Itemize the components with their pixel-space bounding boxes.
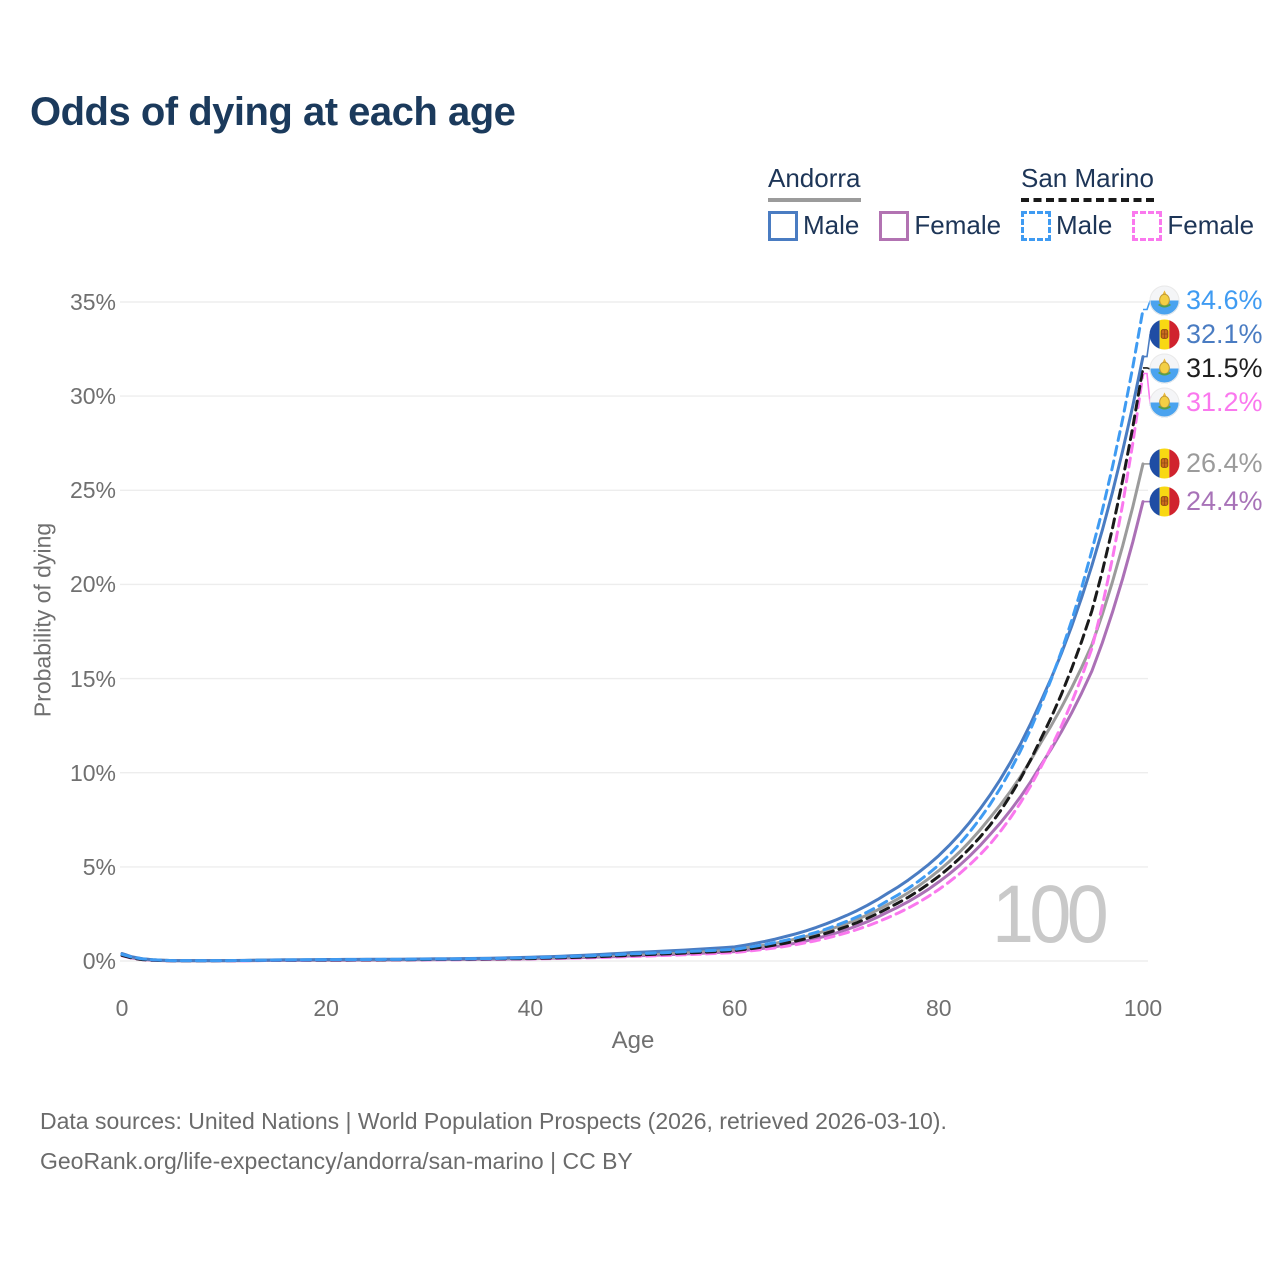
legend-swatch-andorra-male[interactable] — [768, 210, 798, 241]
end-label-value: 26.4% — [1186, 447, 1263, 478]
y-tick-35: 35% — [69, 289, 116, 315]
end-label-value: 24.4% — [1186, 485, 1263, 516]
legend-swatch-san-marino-female[interactable] — [1132, 210, 1163, 241]
san-marino-flag-icon — [1149, 285, 1180, 316]
end-label-andorra-male: 32.1% — [1149, 319, 1263, 350]
y-tick-5: 5% — [82, 853, 116, 880]
y-tick-15: 15% — [69, 665, 116, 692]
legend-country-san-marino: San Marino — [1021, 163, 1154, 202]
curve-san-marino-male — [120, 308, 1145, 963]
andorra-flag-icon — [1149, 319, 1180, 350]
legend-label-san-marino-male[interactable]: Male — [1056, 210, 1113, 240]
x-tick-20: 20 — [313, 995, 339, 1021]
end-label-andorra-female: 24.4% — [1149, 486, 1263, 517]
end-label-san-marino-total: 31.5% — [1149, 353, 1263, 384]
x-tick-100: 100 — [1123, 995, 1163, 1021]
y-tick-25: 25% — [69, 477, 116, 504]
end-label-andorra-total: 26.4% — [1149, 448, 1263, 479]
legend-label-andorra-female[interactable]: Female — [914, 210, 1002, 240]
attribution-line: GeoRank.org/life-expectancy/andorra/san-… — [40, 1148, 633, 1174]
end-label-san-marino-male: 34.6% — [1149, 285, 1263, 316]
x-tick-60: 60 — [721, 995, 748, 1021]
legend-label-san-marino-female[interactable]: Female — [1167, 210, 1255, 240]
curve-andorra-female — [120, 500, 1145, 963]
legend-swatch-andorra-female[interactable] — [879, 210, 910, 241]
end-label-san-marino-female: 31.2% — [1149, 387, 1263, 418]
andorra-flag-icon — [1149, 486, 1180, 517]
series-curves — [120, 308, 1145, 963]
curve-andorra-male — [120, 355, 1145, 963]
y-tick-30: 30% — [69, 383, 116, 410]
page-title: Odds of dying at each age — [30, 90, 516, 134]
legend-group-san-marino: San Marino Male Female — [1021, 163, 1274, 241]
x-tick-80: 80 — [926, 995, 952, 1021]
data-sources-line: Data sources: United Nations | World Pop… — [40, 1108, 947, 1134]
san-marino-flag-icon — [1149, 353, 1180, 384]
x-tick-40: 40 — [517, 995, 544, 1021]
end-label-value: 31.5% — [1186, 352, 1263, 383]
end-label-value: 31.2% — [1186, 386, 1263, 417]
legend-group-andorra: Andorra Male Female — [768, 163, 1021, 241]
curve-andorra-total — [120, 462, 1145, 963]
hover-age-watermark: 100 — [992, 869, 1109, 960]
legend-country-andorra: Andorra — [768, 163, 861, 202]
x-axis-title: Age — [611, 1027, 655, 1054]
curve-san-marino-female — [120, 372, 1145, 963]
y-tick-20: 20% — [69, 571, 116, 598]
curve-san-marino-total — [120, 366, 1145, 963]
legend-swatch-san-marino-male[interactable] — [1021, 210, 1051, 241]
y-tick-0: 0% — [82, 948, 116, 974]
end-label-value: 32.1% — [1186, 318, 1263, 349]
y-tick-10: 10% — [69, 759, 116, 786]
x-tick-0: 0 — [115, 995, 129, 1021]
end-label-value: 34.6% — [1186, 284, 1263, 315]
andorra-flag-icon — [1149, 448, 1180, 479]
legend-label-andorra-male[interactable]: Male — [803, 210, 860, 240]
gridlines — [120, 301, 1148, 962]
san-marino-flag-icon — [1149, 387, 1180, 418]
